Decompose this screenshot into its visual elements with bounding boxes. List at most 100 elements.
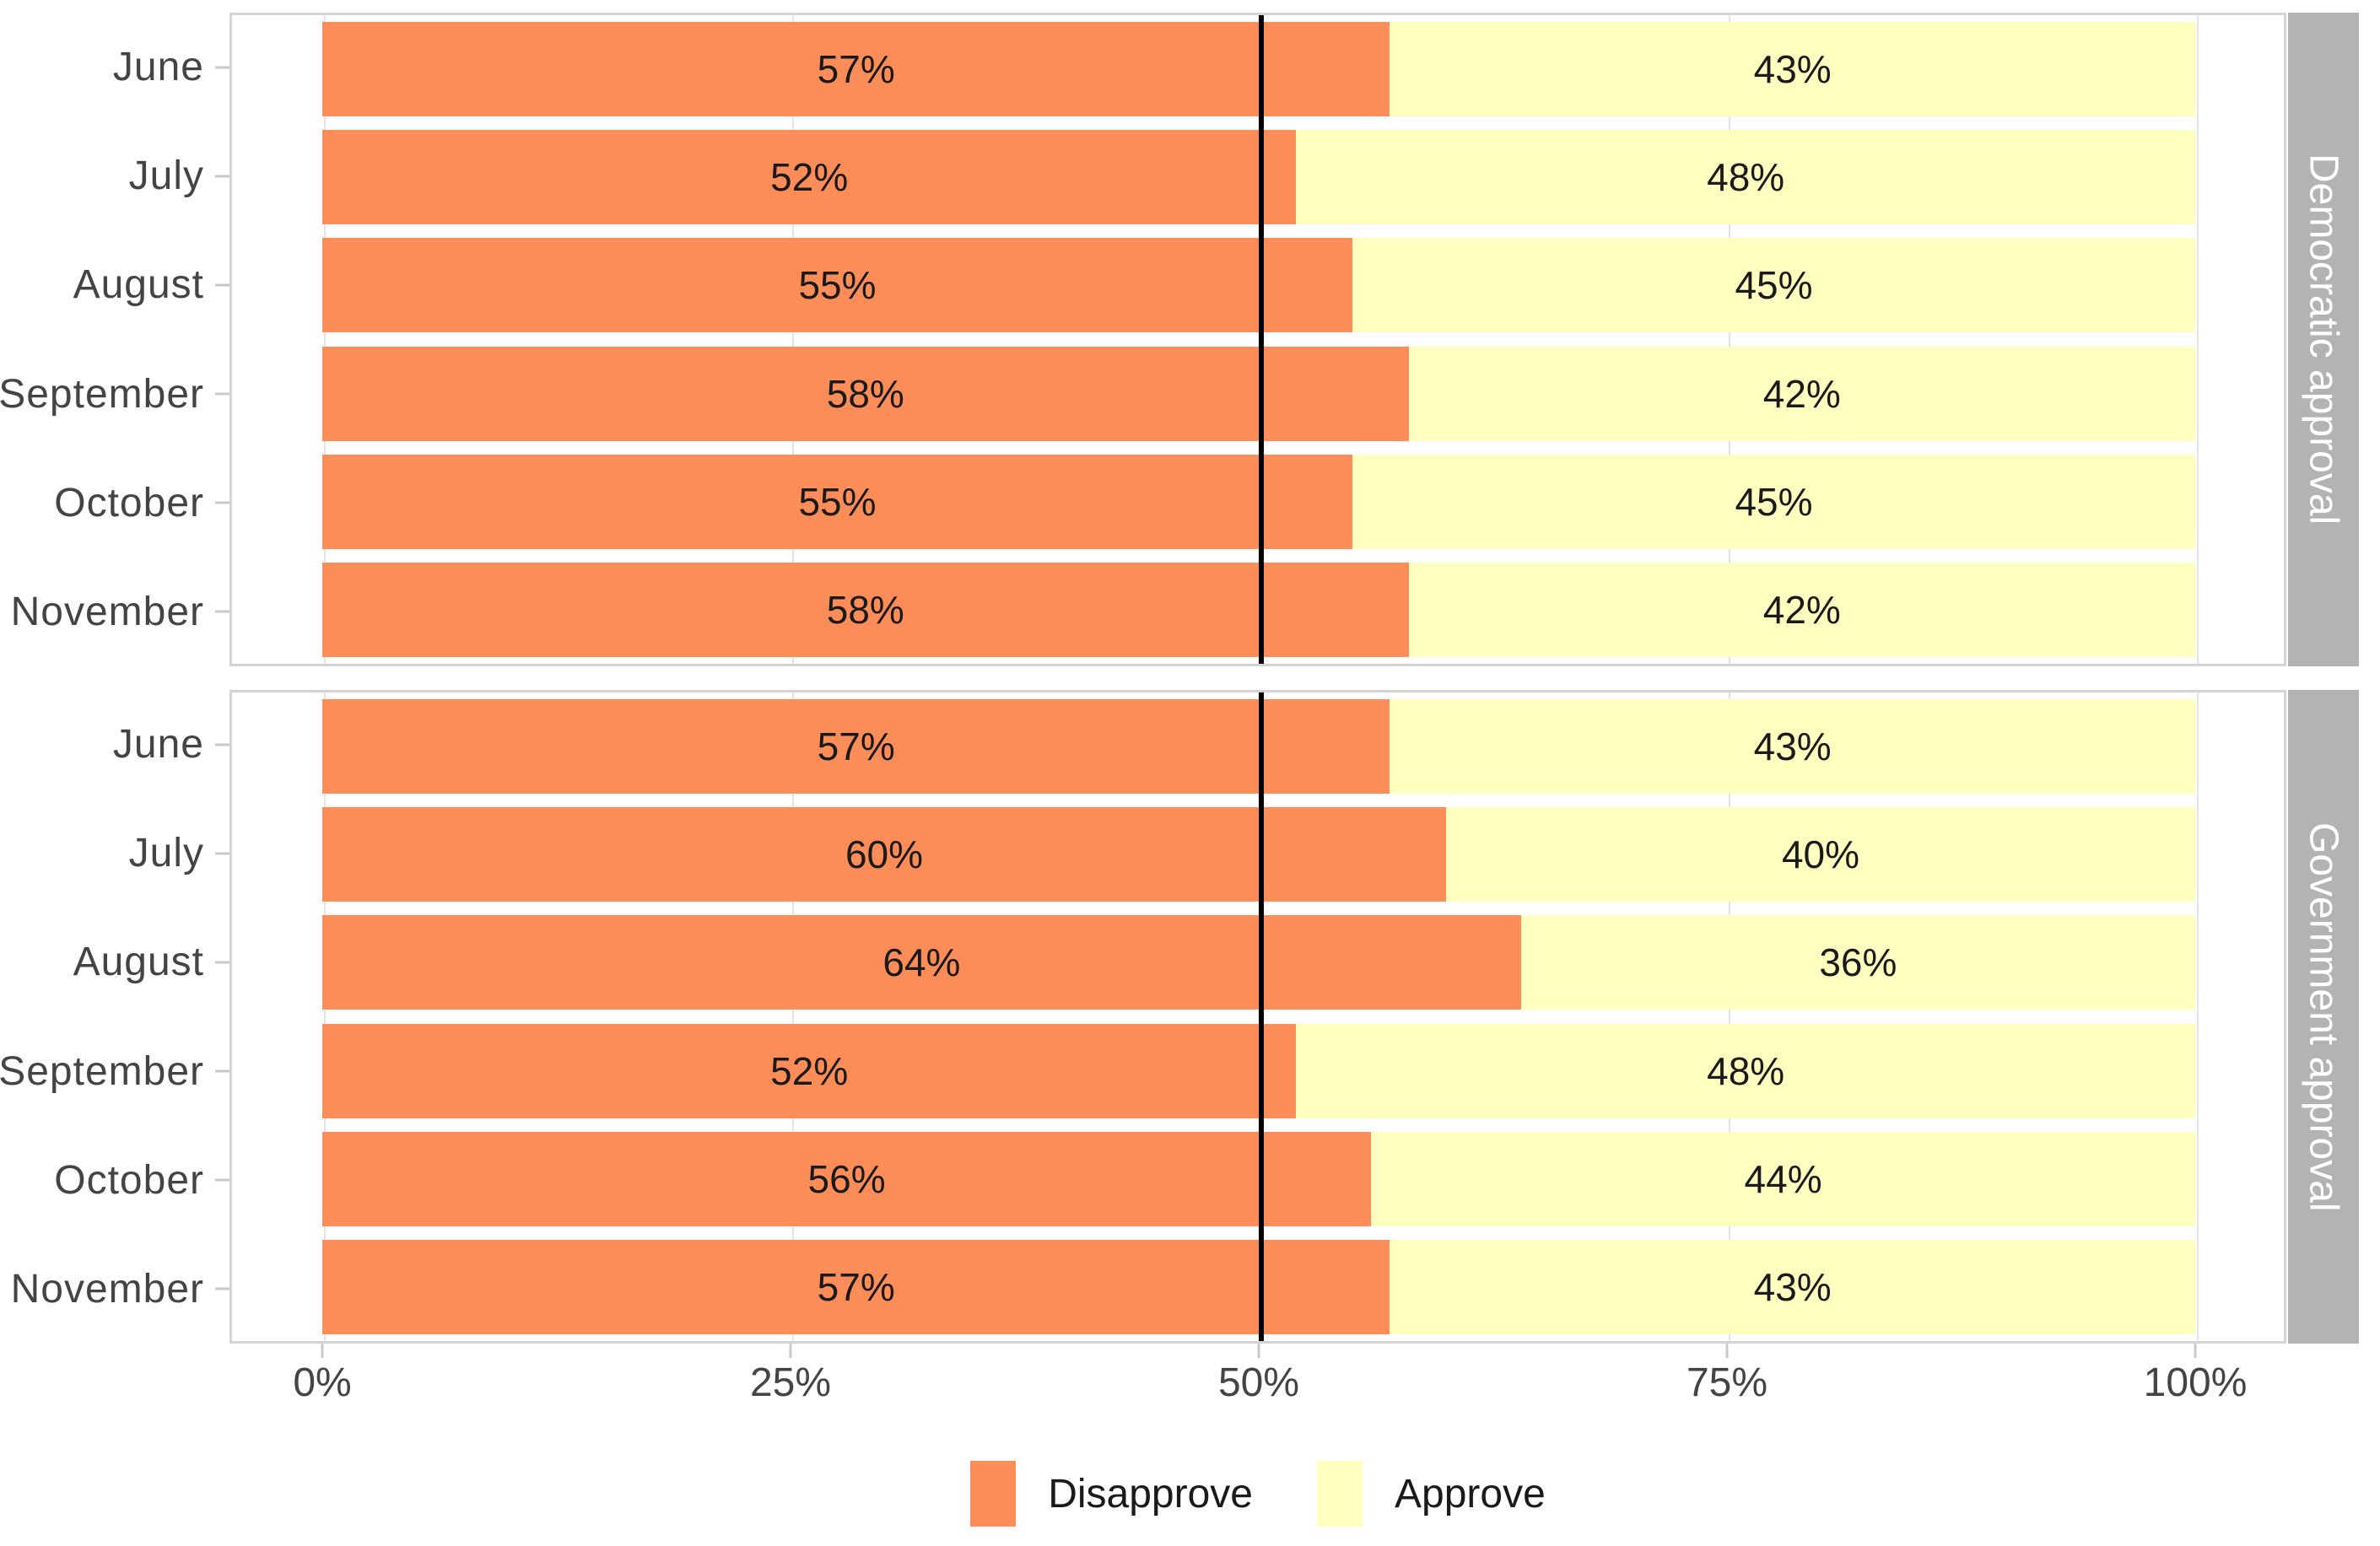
disapprove-bar-segment: 55% [322, 454, 1352, 549]
approve-bar-segment: 42% [1408, 346, 2195, 441]
y-axis-tick [215, 852, 229, 855]
disapprove-bar-label: 52% [770, 1048, 849, 1093]
approve-bar-label: 44% [1744, 1156, 1822, 1201]
approve-bar-label: 42% [1762, 587, 1841, 632]
bar-row: 55% 45% [232, 448, 2284, 556]
y-axis-label-slot: June [0, 690, 229, 799]
y-axis-label: October [54, 1157, 204, 1203]
approve-bar-segment: 43% [1390, 1239, 2195, 1334]
bar-row: 56% 44% [232, 1125, 2284, 1233]
legend-item-approve: Approve [1317, 1461, 1546, 1527]
y-axis-label-slot: September [0, 340, 229, 449]
y-axis-label: July [128, 831, 204, 876]
disapprove-bar-segment: 64% [322, 915, 1521, 1010]
gridline-0pct [324, 15, 326, 664]
legend-label: Approve [1395, 1471, 1546, 1516]
y-axis-tick [215, 610, 229, 613]
x-axis-tick [1725, 1344, 1729, 1358]
y-axis-label-slot: October [0, 449, 229, 558]
y-axis-tick [215, 1069, 229, 1073]
y-axis-label: August [73, 262, 204, 308]
y-axis-tick [215, 1287, 229, 1290]
legend: Disapprove Approve [229, 1461, 2286, 1527]
facet-strip-label: Democratic approval [2301, 154, 2346, 525]
bar-row: 58% 42% [232, 340, 2284, 448]
disapprove-bar-label: 57% [817, 47, 895, 92]
x-axis-tick [321, 1344, 324, 1358]
facet-strip: Democratic approval [2288, 13, 2359, 666]
approve-bar-label: 43% [1753, 725, 1832, 769]
stacked-bar: 58% 42% [322, 562, 2195, 657]
y-axis-label-slot: June [0, 13, 229, 121]
stacked-bar: 64% 36% [322, 915, 2195, 1010]
y-axis-label: November [10, 1266, 204, 1312]
legend-swatch-disapprove [970, 1461, 1017, 1527]
approve-bar-segment: 44% [1371, 1131, 2195, 1226]
disapprove-bar-segment: 57% [322, 1239, 1390, 1334]
gridline-25pct [792, 15, 794, 664]
y-axis-label: July [128, 154, 204, 199]
bar-row: 57% 43% [232, 1233, 2284, 1341]
approve-bar-segment: 43% [1390, 22, 2195, 117]
y-axis-label-slot: August [0, 908, 229, 1016]
approve-bar-label: 40% [1781, 832, 1860, 877]
y-axis-label: November [10, 589, 204, 634]
approve-bar-segment: 40% [1446, 807, 2195, 902]
y-axis-label-slot: November [0, 1235, 229, 1344]
legend-swatch-approve [1317, 1461, 1363, 1527]
x-axis-label: 0% [293, 1360, 352, 1405]
x-axis-label: 25% [749, 1360, 832, 1405]
disapprove-bar-segment: 55% [322, 238, 1352, 333]
stacked-bar: 55% 45% [322, 454, 2195, 549]
disapprove-bar-segment: 52% [322, 130, 1297, 225]
gridline-75pct [1729, 692, 1730, 1341]
disapprove-bar-segment: 52% [322, 1023, 1297, 1118]
y-axis-label: October [54, 480, 204, 525]
approve-bar-label: 42% [1762, 371, 1841, 416]
disapprove-bar-segment: 57% [322, 699, 1390, 795]
stacked-bar: 56% 44% [322, 1131, 2195, 1226]
gridline-25pct [792, 692, 794, 1341]
stacked-bar: 52% 48% [322, 130, 2195, 225]
x-axis-label: 75% [1686, 1360, 1768, 1405]
y-axis-tick [215, 961, 229, 964]
x-axis-label: 100% [2143, 1360, 2248, 1405]
approve-bar-segment: 45% [1352, 454, 2195, 549]
y-axis-label-slot: August [0, 230, 229, 339]
approve-bar-segment: 48% [1296, 1023, 2195, 1118]
approve-bar-label: 36% [1819, 940, 1897, 985]
x-axis-label: 50% [1217, 1360, 1300, 1405]
bar-row: 55% 45% [232, 231, 2284, 339]
approve-bar-label: 48% [1707, 1048, 1785, 1093]
bar-rows: 57% 43% 60% 40% 64% [232, 692, 2284, 1341]
y-axis-label: June [112, 45, 204, 90]
y-axis-label: June [112, 722, 204, 768]
y-axis-label-slot: July [0, 799, 229, 908]
reference-line-50pct [1259, 15, 1264, 664]
y-axis-tick [215, 392, 229, 396]
bar-row: 64% 36% [232, 908, 2284, 1016]
bar-row: 60% 40% [232, 800, 2284, 908]
y-axis-tick [215, 743, 229, 746]
facet-strip-label: Government approval [2301, 821, 2346, 1212]
disapprove-bar-label: 58% [826, 371, 904, 416]
stacked-bar: 57% 43% [322, 699, 2195, 795]
y-axis-tick [215, 66, 229, 69]
disapprove-bar-label: 64% [882, 940, 961, 985]
y-axis-label-slot: July [0, 121, 229, 230]
disapprove-bar-segment: 56% [322, 1131, 1372, 1226]
y-axis-tick [215, 175, 229, 178]
bar-row: 57% 43% [232, 692, 2284, 800]
disapprove-bar-segment: 57% [322, 22, 1390, 117]
approve-bar-label: 43% [1753, 1264, 1832, 1309]
y-axis: June July August September October Novem… [0, 690, 229, 1344]
y-axis-label: September [0, 371, 204, 417]
approve-bar-segment: 43% [1390, 699, 2195, 795]
approve-bar-label: 45% [1735, 263, 1813, 308]
legend-label: Disapprove [1048, 1471, 1253, 1516]
disapprove-bar-label: 52% [770, 155, 849, 200]
gridline-100pct [2197, 692, 2199, 1341]
y-axis-tick [215, 283, 229, 287]
bar-row: 57% 43% [232, 15, 2284, 123]
disapprove-bar-segment: 58% [322, 562, 1409, 657]
